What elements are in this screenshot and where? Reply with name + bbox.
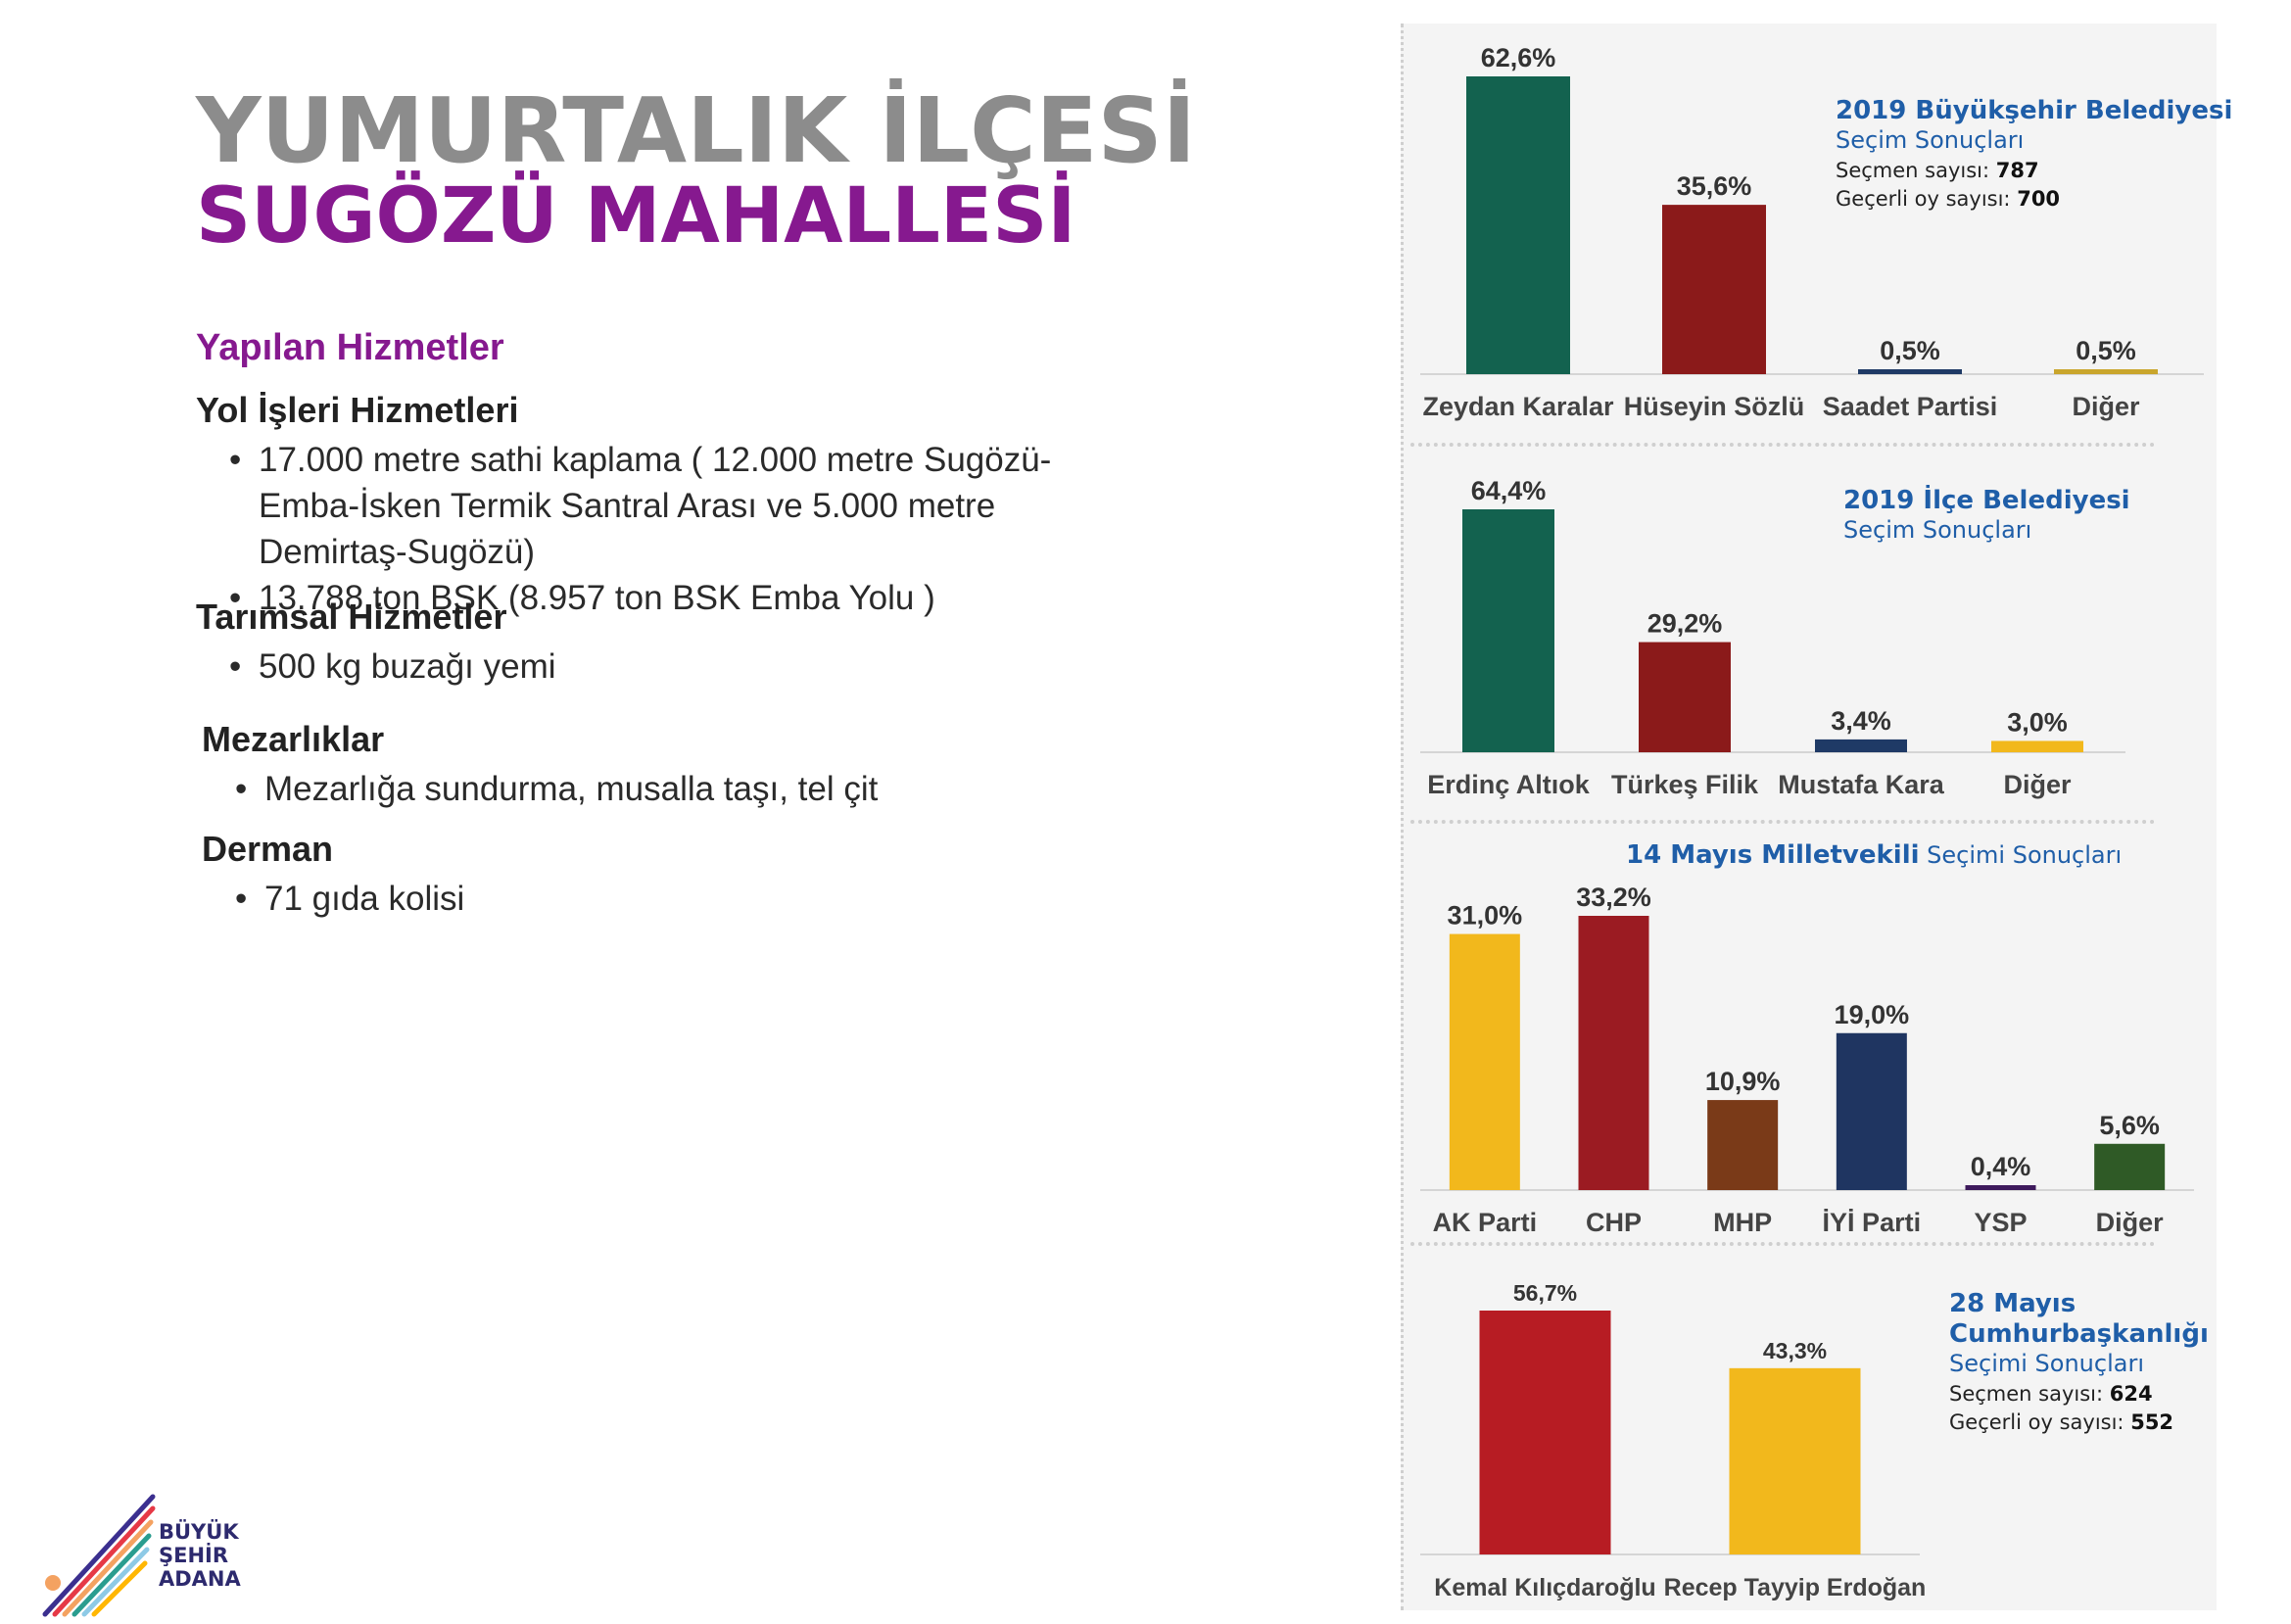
- service-item: Mezarlığa sundurma, musalla taşı, tel çi…: [235, 766, 878, 812]
- chart-parliament-may14: 31,0% AK Parti 33,2% CHP 10,9% MHP 19,0% İYİ Pa…: [1420, 883, 2194, 1237]
- data-label: 64,4%: [1471, 476, 1547, 505]
- bar: [1466, 76, 1570, 374]
- service-list: 500 kg buzağı yemi: [196, 644, 556, 690]
- category-label: YSP: [1974, 1208, 2027, 1237]
- service-group-roads: Yol İşleri Hizmetleri 17.000 metre sathi…: [196, 390, 1175, 621]
- chart-heading-parliament: 14 Mayıs Milletvekili Seçimi Sonuçları: [1626, 840, 2123, 870]
- service-group-title: Yol İşleri Hizmetleri: [196, 390, 519, 430]
- data-label: 0,5%: [2076, 336, 2136, 365]
- bar: [2094, 1143, 2166, 1190]
- chart-presidential-may28: 56,7% Kemal Kılıçdaroğlu 43,3% Recep Tayyip…: [1420, 1280, 1927, 1601]
- buyuksehir-adana-logo: [42, 1494, 156, 1617]
- bar: [1662, 205, 1766, 374]
- data-label: 43,3%: [1763, 1338, 1827, 1363]
- service-group-cemeteries: Mezarlıklar Mezarlığa sundurma, musalla …: [202, 719, 878, 812]
- service-list: 71 gıda kolisi: [202, 876, 464, 922]
- chart-district-2019: 64,4% Erdinç Altıok 29,2% Türkeş Filik 3,4% M…: [1420, 476, 2125, 799]
- bar: [1639, 642, 1731, 752]
- category-label: Diğer: [2072, 392, 2140, 421]
- bar: [1815, 739, 1907, 752]
- data-label: 33,2%: [1576, 883, 1651, 912]
- category-label: Türkeş Filik: [1611, 770, 1759, 799]
- category-label: Recep Tayyip Erdoğan: [1664, 1574, 1927, 1601]
- bar: [1965, 1185, 2036, 1190]
- page-subtitle: SUGÖZÜ MAHALLESİ: [196, 172, 1076, 261]
- bar: [1836, 1032, 1907, 1190]
- bar: [2054, 369, 2158, 374]
- service-item: 71 gıda kolisi: [235, 876, 464, 922]
- service-group-title: Mezarlıklar: [202, 719, 385, 759]
- chart-divider: [1410, 1242, 2155, 1246]
- data-label: 5,6%: [2099, 1111, 2160, 1140]
- logo-text: BÜYÜK ŞEHİR ADANA: [159, 1520, 241, 1592]
- category-label: Hüseyin Sözlü: [1624, 392, 1805, 421]
- bar: [1462, 509, 1554, 752]
- data-label: 19,0%: [1835, 1000, 1910, 1029]
- category-label: Diğer: [2096, 1208, 2165, 1237]
- category-label: Mustafa Kara: [1778, 770, 1945, 799]
- chart-heading-presidential: 28 Mayıs Cumhurbaşkanlığı Seçimi Sonuçla…: [1949, 1289, 2209, 1435]
- data-label: 0,4%: [1971, 1152, 2031, 1181]
- data-label: 3,0%: [2007, 707, 2068, 737]
- category-label: CHP: [1586, 1208, 1642, 1237]
- data-label: 10,9%: [1705, 1067, 1781, 1096]
- data-label: 3,4%: [1831, 706, 1891, 736]
- bar: [1858, 369, 1962, 374]
- page-title: YUMURTALIK İLÇESİ: [196, 78, 1196, 183]
- bar: [1991, 740, 2083, 752]
- data-label: 62,6%: [1481, 43, 1556, 72]
- category-label: AK Parti: [1433, 1208, 1538, 1237]
- data-label: 35,6%: [1677, 171, 1752, 201]
- category-label: Diğer: [2003, 770, 2072, 799]
- data-label: 29,2%: [1647, 609, 1723, 639]
- services-heading: Yapılan Hizmetler: [196, 327, 504, 368]
- service-list: Mezarlığa sundurma, musalla taşı, tel çi…: [202, 766, 878, 812]
- service-group-derman: Derman 71 gıda kolisi: [202, 829, 464, 922]
- service-item: 500 kg buzağı yemi: [229, 644, 556, 690]
- bar: [1707, 1100, 1779, 1190]
- service-group-agriculture: Tarımsal Hizmetler 500 kg buzağı yemi: [196, 597, 556, 690]
- data-label: 0,5%: [1880, 336, 1940, 365]
- service-item: 17.000 metre sathi kaplama ( 12.000 metr…: [229, 437, 1140, 575]
- bar: [1729, 1367, 1861, 1554]
- category-label: MHP: [1713, 1208, 1772, 1237]
- bar: [1578, 916, 1649, 1190]
- service-group-title: Tarımsal Hizmetler: [196, 597, 507, 637]
- service-list: 17.000 metre sathi kaplama ( 12.000 metr…: [196, 437, 1175, 621]
- chart-divider: [1410, 820, 2155, 824]
- data-label: 31,0%: [1448, 901, 1523, 931]
- service-item: 13.788 ton BSK (8.957 ton BSK Emba Yolu …: [229, 575, 1175, 621]
- category-label: Zeydan Karalar: [1422, 392, 1614, 421]
- chart-heading-district: 2019 İlçe Belediyesi Seçim Sonuçları: [1843, 486, 2130, 545]
- data-label: 56,7%: [1513, 1280, 1577, 1306]
- chart-metropolitan-2019: 62,6% Zeydan Karalar 35,6% Hüseyin Sözlü 0,5…: [1420, 43, 2204, 421]
- service-group-title: Derman: [202, 829, 334, 869]
- bar: [1449, 933, 1520, 1190]
- chart-heading-metropolitan: 2019 Büyükşehir Belediyesi Seçim Sonuçla…: [1836, 96, 2233, 212]
- category-label: Erdinç Altıok: [1427, 770, 1591, 799]
- category-label: Kemal Kılıçdaroğlu: [1434, 1574, 1655, 1601]
- category-label: İYİ Parti: [1823, 1208, 1922, 1237]
- bar: [1479, 1311, 1611, 1554]
- chart-divider: [1410, 443, 2155, 447]
- category-label: Saadet Partisi: [1823, 392, 1998, 421]
